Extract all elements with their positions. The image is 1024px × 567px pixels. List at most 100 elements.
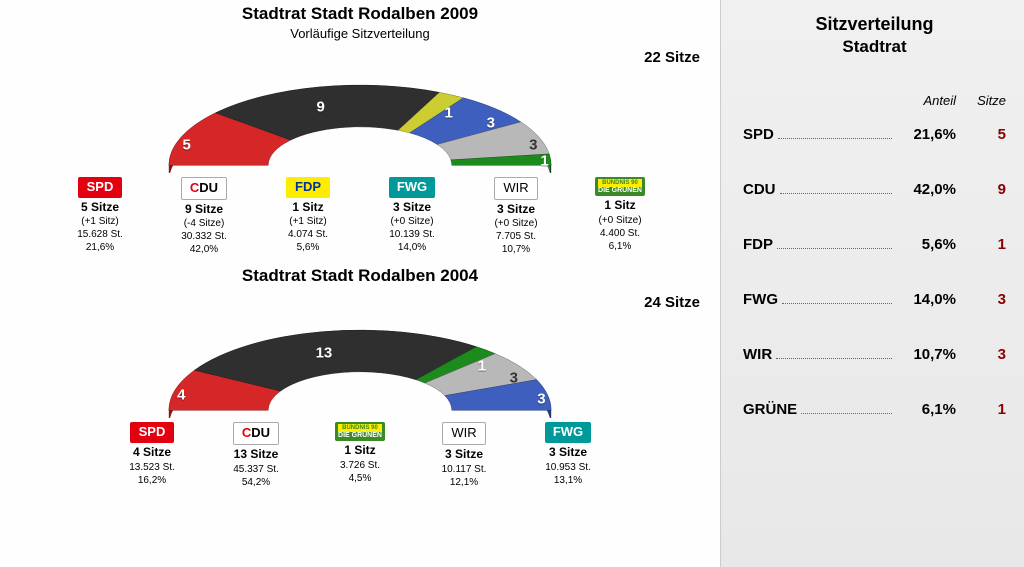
right-title-1: Sitzverteilung xyxy=(743,14,1006,35)
logo-spd: SPD xyxy=(130,422,174,443)
row-party: FDP xyxy=(743,236,773,253)
row-anteil: 21,6% xyxy=(896,126,956,143)
legend-votes: 13.523 St. xyxy=(104,461,200,474)
legend-delta: (+0 Sitze) xyxy=(364,215,460,228)
right-title-2: Stadtrat xyxy=(743,37,1006,57)
logo-gruene: BÜNDNIS 90DIE GRÜNEN xyxy=(335,422,385,441)
table-row: WIR 10,7%3 xyxy=(743,346,1006,363)
total-seats-2009: 22 Sitze xyxy=(644,49,700,66)
logo-cdu: CDU xyxy=(181,177,227,200)
hemicycle-2004: 413133 24 Sitze xyxy=(90,288,630,418)
legend-pct: 12,1% xyxy=(416,476,512,489)
header-anteil: Anteil xyxy=(896,93,956,108)
logo-gruene: BÜNDNIS 90DIE GRÜNEN xyxy=(595,177,645,196)
chart-2009: Stadtrat Stadt Rodalben 2009 Vorläufige … xyxy=(10,4,710,256)
legend-votes: 4.074 St. xyxy=(260,228,356,241)
legend-sitze: 5 Sitze xyxy=(52,200,148,216)
legend-pct: 16,2% xyxy=(104,474,200,487)
legend-item-wir: WIR3 Sitze(+0 Sitze)7.705 St.10,7% xyxy=(468,177,564,256)
row-anteil: 6,1% xyxy=(896,401,956,418)
legend-pct: 4,5% xyxy=(312,472,408,485)
legend-sitze: 3 Sitze xyxy=(468,202,564,218)
row-anteil: 5,6% xyxy=(896,236,956,253)
logo-fwg: FWG xyxy=(545,422,591,443)
legend-delta: (+0 Sitze) xyxy=(572,214,668,227)
legend-delta: (+1 Sitz) xyxy=(52,215,148,228)
right-header: Anteil Sitze xyxy=(743,93,1006,108)
legend-delta: (-4 Sitze) xyxy=(156,217,252,230)
hemicycle-2009: 591331 22 Sitze xyxy=(90,43,630,173)
legend-sitze: 1 Sitz xyxy=(572,198,668,214)
legend-pct: 13,1% xyxy=(520,474,616,487)
legend-sitze: 13 Sitze xyxy=(208,447,304,463)
legend-pct: 10,7% xyxy=(468,243,564,256)
legend-pct: 6,1% xyxy=(572,240,668,253)
legend-2009: SPD5 Sitze(+1 Sitz)15.628 St.21,6%CDU9 S… xyxy=(10,177,710,256)
legend-votes: 10.139 St. xyxy=(364,228,460,241)
leader-dots xyxy=(801,413,892,414)
legend-sitze: 9 Sitze xyxy=(156,202,252,218)
legend-item-spd: SPD 5 Sitze(+1 Sitz)15.628 St.21,6% xyxy=(52,177,148,256)
legend-pct: 42,0% xyxy=(156,243,252,256)
leader-dots xyxy=(776,358,892,359)
row-party: FWG xyxy=(743,291,778,308)
row-party: CDU xyxy=(743,181,776,198)
legend-votes: 10.117 St. xyxy=(416,463,512,476)
legend-sitze: 3 Sitze xyxy=(520,445,616,461)
logo-wir: WIR xyxy=(494,177,538,200)
legend-sitze: 3 Sitze xyxy=(416,447,512,463)
row-anteil: 42,0% xyxy=(896,181,956,198)
row-anteil: 14,0% xyxy=(896,291,956,308)
logo-spd: SPD xyxy=(78,177,122,198)
legend-item-spd: SPD4 Sitze13.523 St.16,2% xyxy=(104,422,200,488)
legend-item-wir: WIR 3 Sitze10.117 St.12,1% xyxy=(416,422,512,488)
legend-item-gruene: BÜNDNIS 90DIE GRÜNEN 1 Sitz3.726 St.4,5% xyxy=(312,422,408,488)
legend-sitze: 3 Sitze xyxy=(364,200,460,216)
row-party: GRÜNE xyxy=(743,401,797,418)
legend-item-gruene: BÜNDNIS 90DIE GRÜNEN 1 Sitz(+0 Sitze)4.40… xyxy=(572,177,668,256)
logo-fdp: FDP xyxy=(286,177,330,198)
chart-2004: Stadtrat Stadt Rodalben 2004 413133 24 S… xyxy=(10,266,710,488)
row-anteil: 10,7% xyxy=(896,346,956,363)
legend-pct: 14,0% xyxy=(364,241,460,254)
table-row: FDP 5,6%1 xyxy=(743,236,1006,253)
legend-votes: 30.332 St. xyxy=(156,230,252,243)
chart-2009-subtitle: Vorläufige Sitzverteilung xyxy=(10,26,710,41)
left-panel: Stadtrat Stadt Rodalben 2009 Vorläufige … xyxy=(0,0,720,567)
row-sitze: 3 xyxy=(956,346,1006,363)
table-row: GRÜNE 6,1%1 xyxy=(743,401,1006,418)
legend-sitze: 1 Sitz xyxy=(312,443,408,459)
row-sitze: 5 xyxy=(956,126,1006,143)
legend-sitze: 1 Sitz xyxy=(260,200,356,216)
legend-pct: 5,6% xyxy=(260,241,356,254)
table-row: FWG 14,0%3 xyxy=(743,291,1006,308)
total-seats-2004: 24 Sitze xyxy=(644,294,700,311)
logo-wir: WIR xyxy=(442,422,486,445)
legend-item-fwg: FWG 3 Sitze(+0 Sitze)10.139 St.14,0% xyxy=(364,177,460,256)
leader-dots xyxy=(778,138,892,139)
legend-pct: 21,6% xyxy=(52,241,148,254)
row-party: WIR xyxy=(743,346,772,363)
row-sitze: 1 xyxy=(956,401,1006,418)
row-sitze: 1 xyxy=(956,236,1006,253)
logo-cdu: CDU xyxy=(233,422,279,445)
legend-item-fwg: FWG3 Sitze10.953 St.13,1% xyxy=(520,422,616,488)
row-party: SPD xyxy=(743,126,774,143)
legend-votes: 7.705 St. xyxy=(468,230,564,243)
header-sitze: Sitze xyxy=(956,93,1006,108)
legend-2004: SPD4 Sitze13.523 St.16,2% CDU 13 Sitze45.3… xyxy=(10,422,710,488)
legend-item-fdp: FDP 1 Sitz(+1 Sitz)4.074 St.5,6% xyxy=(260,177,356,256)
row-sitze: 3 xyxy=(956,291,1006,308)
row-sitze: 9 xyxy=(956,181,1006,198)
legend-votes: 4.400 St. xyxy=(572,227,668,240)
legend-votes: 15.628 St. xyxy=(52,228,148,241)
legend-delta: (+1 Sitz) xyxy=(260,215,356,228)
leader-dots xyxy=(777,248,892,249)
legend-votes: 3.726 St. xyxy=(312,459,408,472)
legend-votes: 45.337 St. xyxy=(208,463,304,476)
leader-dots xyxy=(780,193,893,194)
table-row: CDU 42,0%9 xyxy=(743,181,1006,198)
legend-pct: 54,2% xyxy=(208,476,304,489)
logo-fwg: FWG xyxy=(389,177,435,198)
leader-dots xyxy=(782,303,892,304)
